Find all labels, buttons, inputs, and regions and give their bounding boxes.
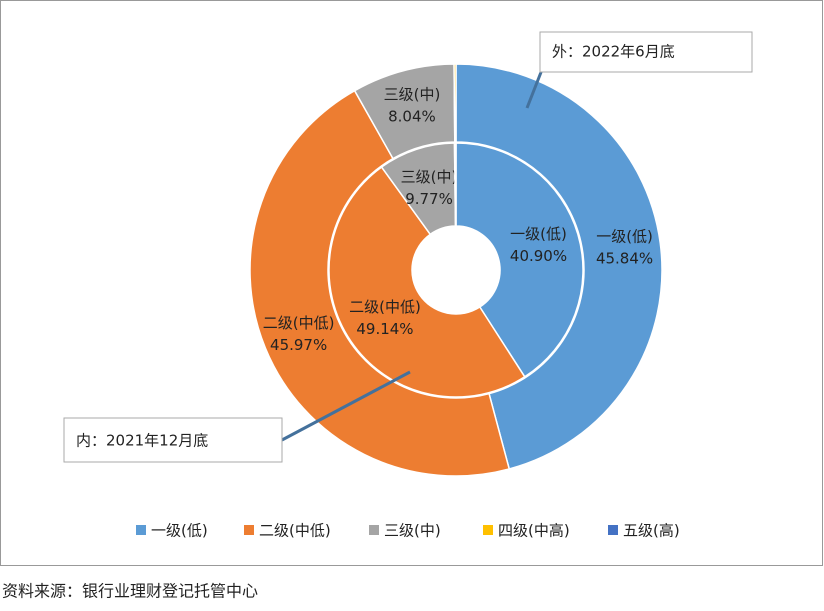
legend-swatch (483, 525, 493, 535)
slice-category-label: 一级(低) (510, 225, 567, 243)
slice-value-label: 45.97% (270, 336, 327, 354)
slice-category-label: 二级(中低) (263, 314, 335, 332)
legend-label: 五级(高) (623, 522, 680, 540)
legend: 一级(低) 二级(中低) 三级(中) 四级(中高) 五级(高) (136, 522, 680, 540)
slice-value-label: 9.77% (405, 190, 453, 208)
donut-slice (455, 63, 663, 470)
annotation-box (63, 417, 283, 463)
slice-category-label: 一级(低) (596, 227, 653, 245)
donut-slice (328, 166, 526, 398)
source-note: 资料来源：银行业理财登记托管中心 (2, 582, 258, 601)
legend-swatch (369, 525, 379, 535)
slice-value-label: 49.14% (356, 320, 413, 338)
donut-slice (453, 63, 457, 143)
legend-label: 四级(中高) (498, 522, 570, 540)
legend-swatch (244, 525, 254, 535)
rings: 一级(低) 45.84% 二级(中低) 45.97% 三级(中) 8.04% 一级(低) 40… (249, 63, 663, 477)
slice-value-label: 45.84% (596, 249, 653, 267)
legend-swatch (136, 525, 146, 535)
donut-slice (249, 89, 511, 477)
donut-slice (453, 142, 457, 227)
legend-swatch (608, 525, 618, 535)
slice-category-label: 三级(中) (384, 85, 441, 103)
annotation-box (539, 31, 753, 73)
slice-category-label: 三级(中) (401, 168, 458, 186)
annotation: 外：2022年6月底 (552, 43, 675, 61)
legend-label: 二级(中低) (259, 522, 331, 540)
slice-category-label: 二级(中低) (349, 298, 421, 316)
annotation: 内：2021年12月底 (76, 432, 208, 450)
legend-label: 一级(低) (151, 522, 208, 540)
slice-value-label: 8.04% (388, 107, 436, 125)
slice-value-label: 40.90% (510, 247, 567, 265)
legend-label: 三级(中) (384, 522, 441, 540)
leader-line (281, 370, 411, 442)
